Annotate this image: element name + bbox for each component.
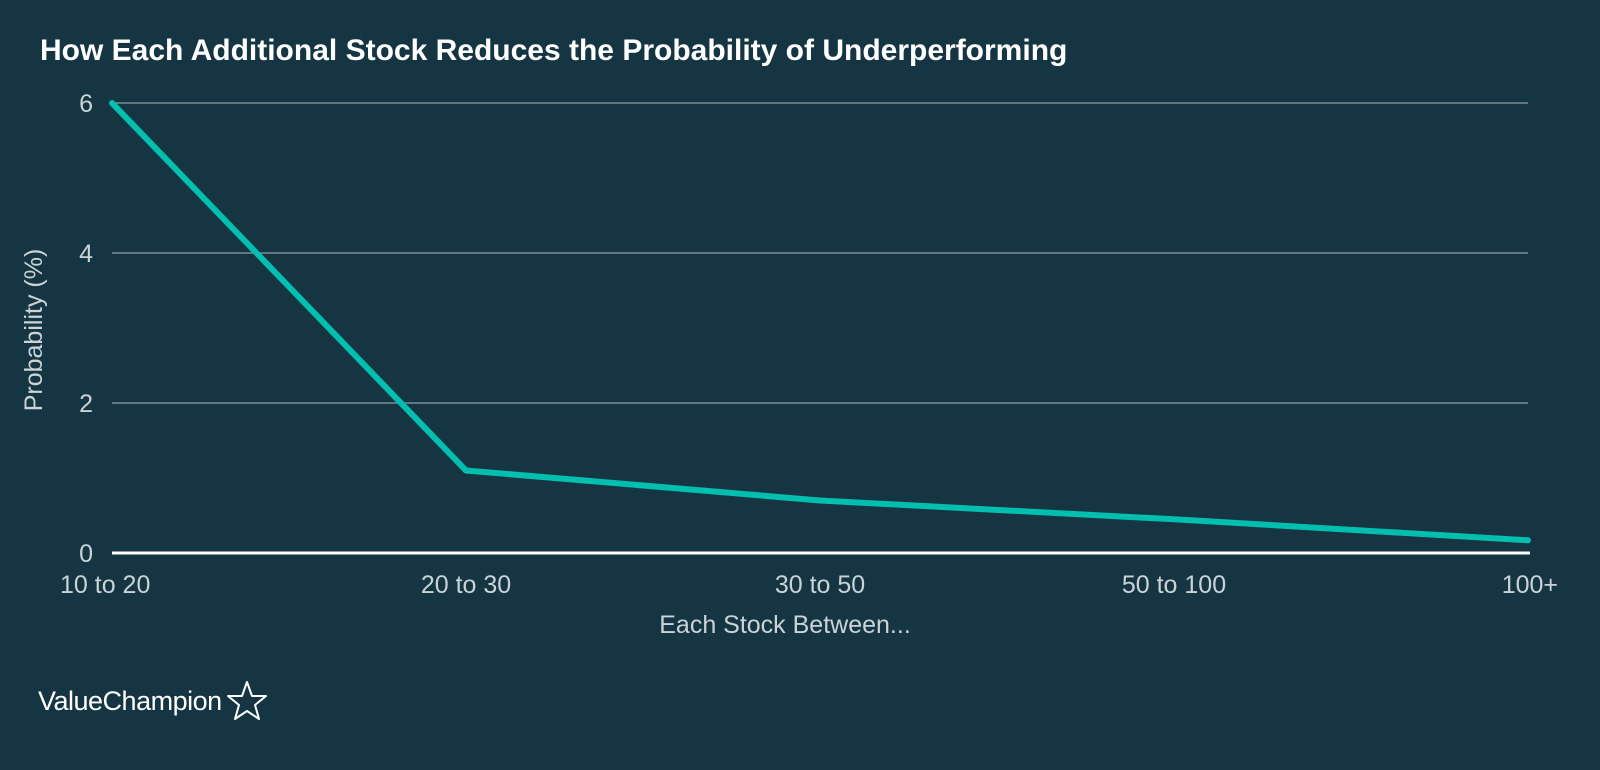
chart-title: How Each Additional Stock Reduces the Pr…	[40, 34, 1068, 67]
x-tick-label: 50 to 100	[1122, 571, 1226, 599]
x-tick-label: 10 to 20	[60, 571, 150, 599]
x-tick-label: 20 to 30	[421, 571, 511, 599]
x-tick-label: 100+	[1502, 571, 1558, 599]
brand-name: ValueChampion	[38, 685, 222, 716]
y-tick-label: 2	[79, 390, 93, 418]
y-axis-label: Probability (%)	[20, 249, 48, 412]
brand-logo: ValueChampion	[38, 680, 268, 722]
gridlines	[112, 102, 1530, 555]
x-axis-ticks: 10 to 20 20 to 30 30 to 50 50 to 100 100+	[60, 571, 1558, 599]
series-line	[109, 100, 1531, 544]
x-axis-label: Each Stock Between...	[659, 611, 911, 639]
y-axis-ticks: 0 2 4 6	[79, 90, 93, 568]
y-tick-label: 4	[79, 240, 93, 268]
y-tick-label: 6	[79, 90, 93, 118]
x-tick-label: 30 to 50	[775, 571, 865, 599]
y-tick-label: 0	[79, 540, 93, 568]
star-outline-icon	[226, 681, 267, 720]
